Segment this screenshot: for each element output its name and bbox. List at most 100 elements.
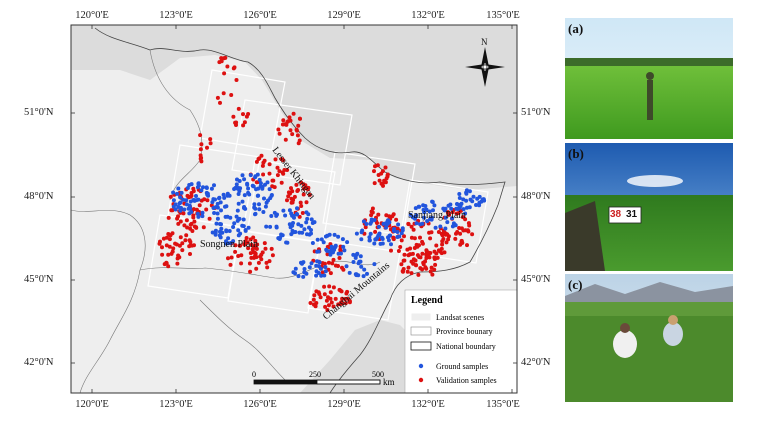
ground-sample-point [424, 207, 429, 212]
validation-sample-point [234, 78, 239, 82]
validation-sample-point [222, 71, 227, 76]
top-tick-123e: 123°0'E [159, 10, 193, 21]
validation-sample-point [399, 262, 404, 267]
ground-sample-point [296, 222, 301, 227]
validation-sample-point [320, 261, 325, 266]
validation-sample-point [296, 188, 301, 192]
validation-sample-point [341, 267, 346, 272]
ground-sample-point [344, 264, 349, 269]
validation-sample-point [307, 192, 312, 197]
ground-sample-point [446, 203, 451, 208]
ground-sample-point [234, 182, 239, 187]
ground-sample-point [224, 239, 228, 244]
validation-sample-point [343, 297, 348, 301]
validation-sample-point [198, 133, 203, 138]
validation-sample-point [281, 171, 286, 176]
ground-sample-point [359, 237, 364, 242]
top-tick-132e: 132°0'E [411, 10, 445, 21]
validation-sample-point [248, 269, 253, 274]
ground-sample-point [365, 271, 369, 276]
validation-sample-point [228, 262, 233, 267]
ground-sample-point [253, 206, 258, 211]
validation-sample-point [465, 228, 470, 233]
validation-sample-point [263, 246, 268, 251]
photo-c-label: (c) [568, 277, 583, 292]
validation-sample-point [465, 243, 469, 248]
validation-sample-point [178, 235, 183, 240]
ground-sample-point [191, 198, 196, 202]
validation-sample-point [249, 242, 254, 247]
ground-sample-point [243, 228, 248, 233]
ground-sample-point [196, 214, 201, 219]
photo-a-scene [565, 18, 733, 139]
validation-sample-point [399, 238, 404, 243]
validation-sample-point [295, 133, 300, 138]
ground-sample-point [247, 192, 252, 197]
ground-sample-point [342, 248, 347, 253]
ground-sample-point [377, 224, 381, 229]
ground-sample-point [449, 206, 454, 211]
validation-sample-point [301, 192, 306, 197]
validation-sample-point [241, 123, 246, 128]
validation-sample-point [171, 246, 176, 251]
ground-sample-point [248, 173, 253, 178]
ground-sample-point [299, 223, 304, 228]
validation-sample-point [429, 230, 434, 235]
ground-sample-point [226, 236, 231, 241]
validation-sample-point [158, 239, 162, 244]
ground-sample-point [195, 211, 200, 216]
ground-sample-point [468, 197, 473, 202]
validation-sample-point [390, 214, 395, 219]
ground-sample-point [295, 206, 299, 211]
validation-sample-point [167, 244, 172, 249]
validation-sample-point [389, 248, 393, 253]
ground-sample-point [304, 220, 309, 225]
ground-sample-point [314, 273, 319, 278]
ground-sample-point [351, 260, 356, 264]
validation-sample-point [384, 176, 389, 181]
ground-sample-point [474, 203, 478, 207]
ground-sample-point [316, 264, 321, 269]
ground-sample-point [386, 218, 391, 223]
validation-sample-point [420, 241, 425, 246]
validation-sample-point [243, 242, 248, 247]
ground-sample-point [463, 211, 468, 216]
validation-sample-point [164, 235, 169, 240]
bottom-tick-135e: 135°0'E [486, 399, 520, 410]
validation-sample-point [279, 180, 284, 185]
ground-sample-point [189, 210, 194, 214]
ground-sample-point [235, 218, 240, 223]
validation-sample-point [253, 238, 258, 243]
ground-sample-point [215, 211, 220, 216]
validation-sample-point [370, 206, 375, 211]
validation-sample-point [239, 253, 244, 258]
validation-sample-point [444, 240, 449, 245]
ground-sample-point [275, 212, 279, 217]
photo-b-label: (b) [568, 146, 584, 161]
study-area-map: Lesser Khingan Sanjiang Plain Songnen Pl… [70, 24, 518, 394]
validation-sample-point [184, 218, 189, 223]
validation-sample-point [444, 231, 449, 236]
ground-sample-point [211, 197, 216, 202]
ground-sample-point [307, 265, 312, 270]
validation-sample-point [411, 227, 416, 232]
ground-sample-point [235, 186, 240, 191]
validation-sample-point [409, 224, 414, 229]
photo-a-label: (a) [568, 21, 584, 36]
validation-sample-point [433, 256, 438, 261]
ground-sample-point [302, 267, 307, 271]
validation-sample-point [205, 145, 209, 150]
ground-sample-point [182, 207, 187, 212]
validation-sample-point [400, 269, 405, 274]
validation-sample-point [160, 252, 165, 257]
validation-sample-point [412, 246, 417, 250]
validation-sample-point [318, 295, 323, 300]
ground-sample-point [341, 244, 346, 249]
ground-sample-point [317, 260, 322, 265]
north-label: N [481, 37, 488, 47]
ground-sample-point [467, 205, 472, 210]
ground-sample-point [309, 261, 314, 266]
validation-sample-point [256, 260, 261, 265]
validation-sample-point [244, 236, 249, 240]
ground-sample-point [287, 208, 292, 213]
